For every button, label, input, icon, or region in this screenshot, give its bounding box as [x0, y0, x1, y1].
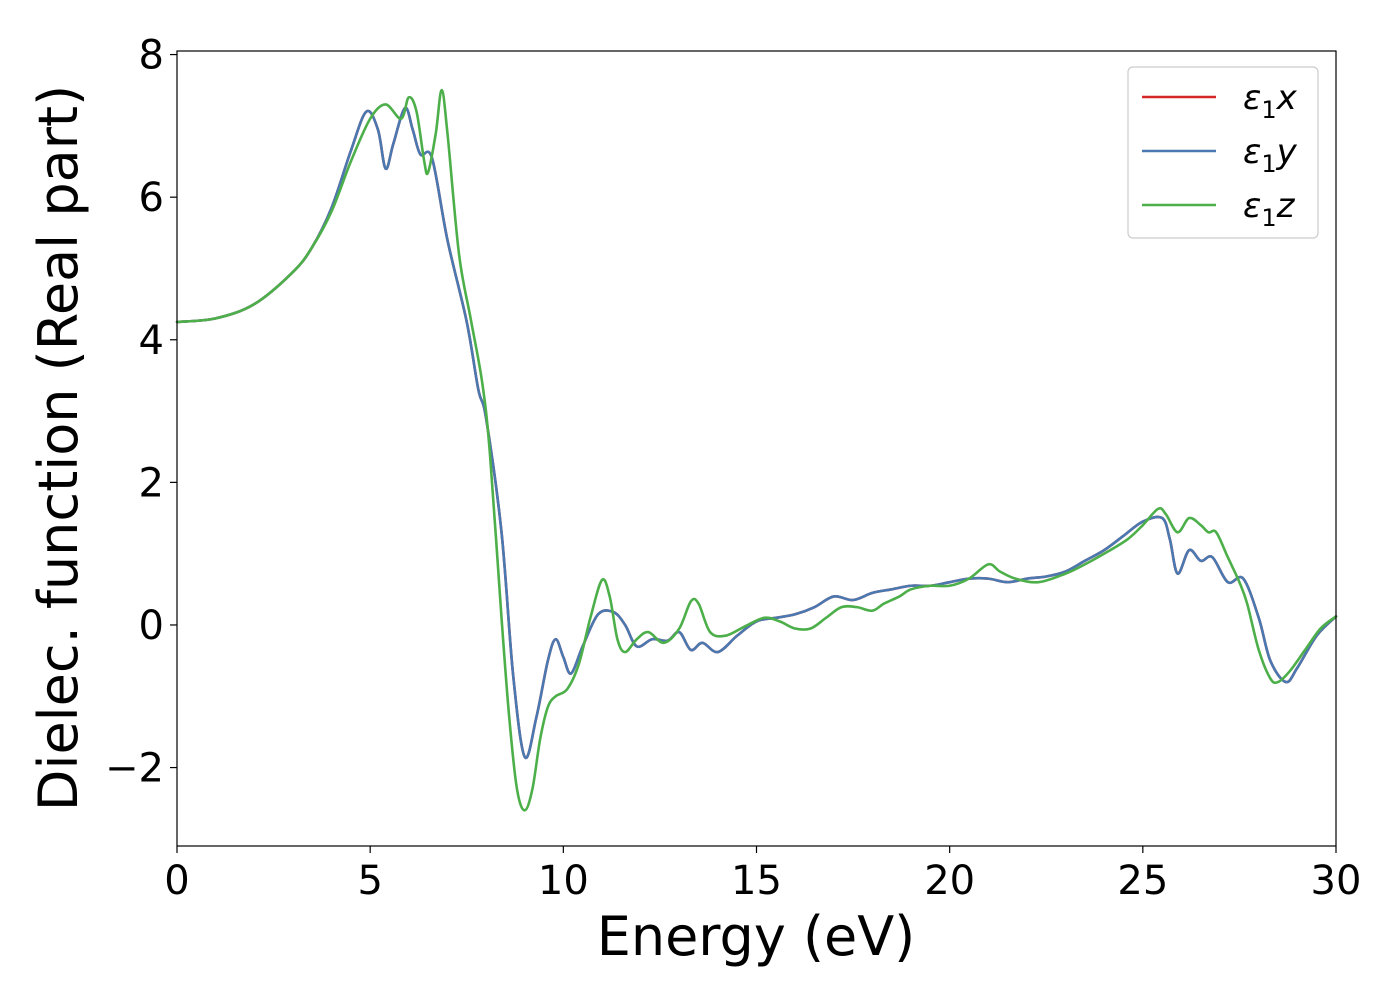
series-line-z: [175, 88, 1338, 812]
x-tick-label: 10: [538, 858, 589, 904]
x-tick-label: 0: [164, 858, 189, 904]
series-line-y: [175, 106, 1338, 760]
x-tick-label: 20: [924, 858, 975, 904]
series-layer: [175, 88, 1338, 812]
y-tick-label: −2: [105, 746, 164, 792]
legend-label-x: ε1x: [1243, 78, 1298, 124]
legend: ε1x ε1y ε1z: [1127, 66, 1319, 239]
x-tick-label: 5: [357, 858, 382, 904]
y-tick-label: 8: [139, 33, 164, 79]
x-axis-title: Energy (eV): [597, 905, 916, 968]
y-tick-label: 2: [139, 460, 164, 506]
y-axis-title: Dielec. function (Real part): [27, 85, 90, 811]
legend-label-y: ε1y: [1243, 132, 1298, 178]
y-tick-label: 6: [139, 175, 164, 221]
legend-frame: [1127, 66, 1319, 239]
x-tick-label: 15: [731, 858, 782, 904]
y-tick-label: 4: [139, 318, 164, 364]
x-tick-label: 30: [1311, 858, 1362, 904]
y-tick-label: 0: [139, 603, 164, 649]
legend-label-z: ε1z: [1243, 186, 1296, 232]
x-tick-label: 25: [1117, 858, 1168, 904]
